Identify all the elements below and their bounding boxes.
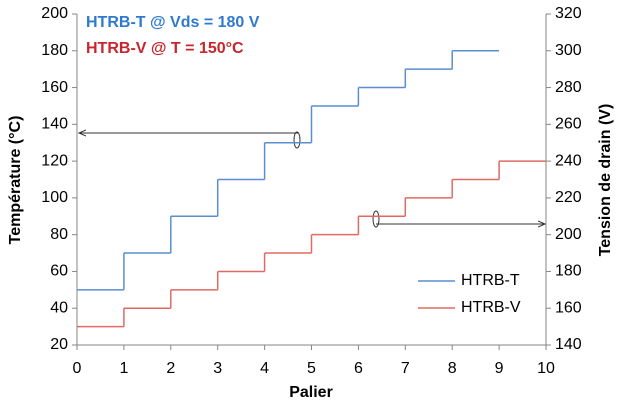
- y2-tick-label: 160: [555, 299, 582, 316]
- y-tick-label: 20: [50, 336, 68, 353]
- y-tick-label: 100: [41, 189, 68, 206]
- x-tick-label: 0: [73, 360, 82, 377]
- y-tick-label: 180: [41, 42, 68, 59]
- x-axis-label: Palier: [289, 384, 333, 401]
- y2-tick-label: 280: [555, 79, 582, 96]
- y2-tick-label: 140: [555, 336, 582, 353]
- y2-tick-label: 200: [555, 226, 582, 243]
- y-tick-label: 200: [41, 5, 68, 22]
- x-tick-label: 6: [354, 360, 363, 377]
- y2-tick-label: 180: [555, 263, 582, 280]
- ellipse: [293, 131, 301, 149]
- y2-axis-label: Tension de drain (V): [597, 104, 614, 257]
- x-tick-label: 8: [448, 360, 457, 377]
- y2-tick-label: 220: [555, 189, 582, 206]
- x-tick-label: 2: [166, 360, 175, 377]
- y-tick-label: 160: [41, 79, 68, 96]
- y-tick-label: 80: [50, 226, 68, 243]
- x-tick-label: 10: [537, 360, 555, 377]
- y-tick-label: 120: [41, 152, 68, 169]
- y2-tick-label: 260: [555, 116, 582, 133]
- legend-label: HTRB-T: [461, 272, 520, 289]
- x-tick-label: 3: [213, 360, 222, 377]
- x-tick-label: 5: [307, 360, 316, 377]
- y2-tick-label: 240: [555, 152, 582, 169]
- y-axis-label: Température (°C): [7, 116, 24, 245]
- annotation: HTRB-T @ Vds = 180 V: [86, 14, 260, 31]
- y2-tick-label: 300: [555, 42, 582, 59]
- y-tick-label: 40: [50, 299, 68, 316]
- ellipse: [372, 210, 380, 228]
- x-tick-label: 7: [401, 360, 410, 377]
- x-tick-label: 1: [119, 360, 128, 377]
- y-tick-label: 140: [41, 116, 68, 133]
- x-tick-label: 9: [495, 360, 504, 377]
- legend-label: HTRB-V: [461, 299, 521, 316]
- y-tick-label: 60: [50, 263, 68, 280]
- y2-tick-label: 320: [555, 5, 582, 22]
- annotation: HTRB-V @ T = 150°C: [86, 40, 244, 57]
- x-tick-label: 4: [260, 360, 269, 377]
